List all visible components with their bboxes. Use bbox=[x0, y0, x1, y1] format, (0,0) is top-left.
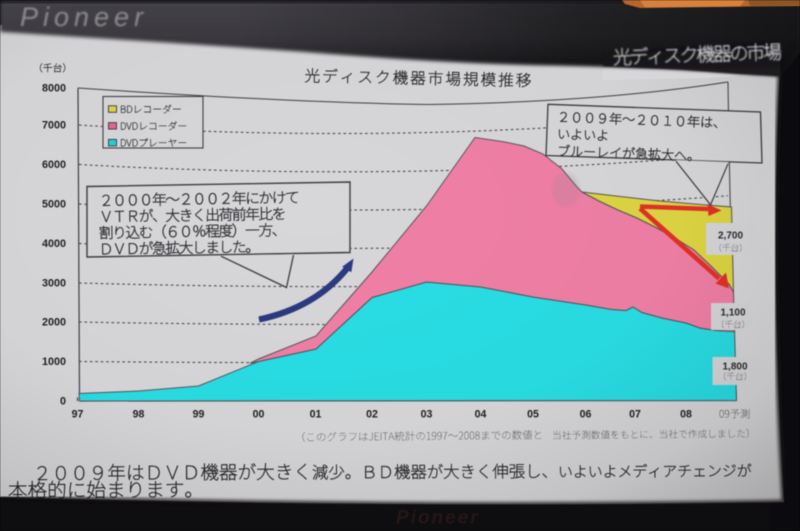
svg-text:Pioneer: Pioneer bbox=[396, 508, 480, 529]
svg-text:Pioneer: Pioneer bbox=[20, 2, 148, 32]
